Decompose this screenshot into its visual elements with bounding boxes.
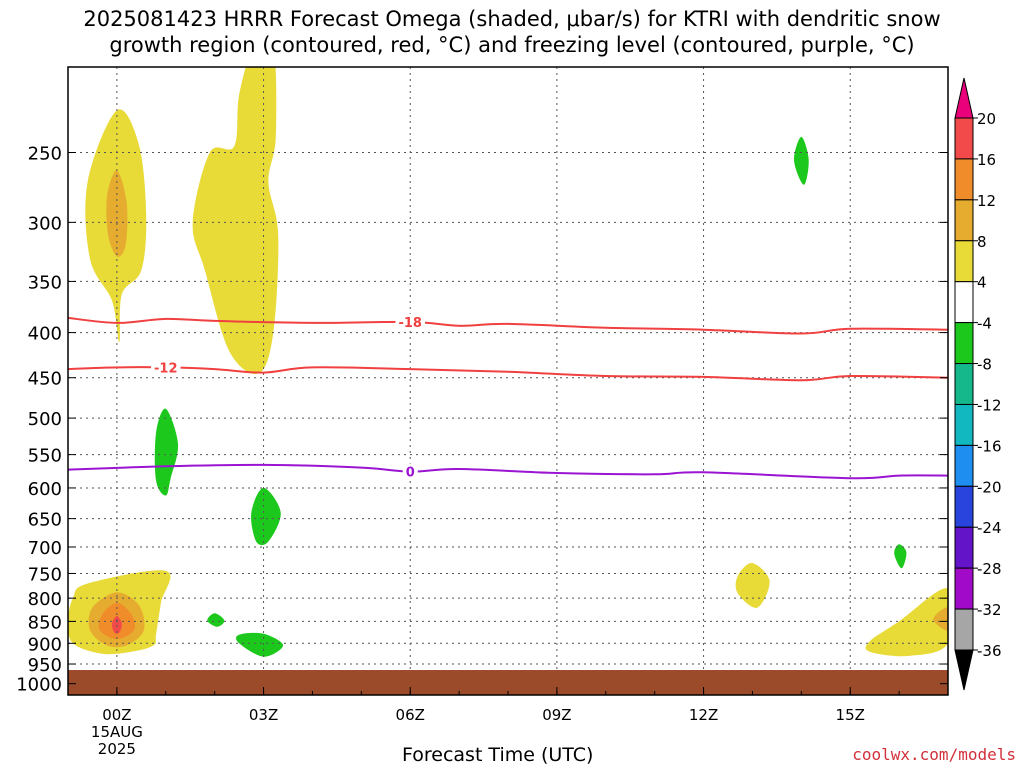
x-tick-label-15Z: 15Z	[836, 706, 865, 724]
y-tick-label-400: 400	[28, 324, 62, 345]
y-tick-label-300: 300	[28, 213, 62, 234]
colorbar-label-1: 16	[977, 151, 996, 169]
x-tick-sublabel-year: 2025	[98, 740, 136, 758]
colorbar-cell-3	[954, 240, 974, 283]
credit-text: coolwx.com/models	[852, 745, 1016, 764]
colorbar-label-3: 8	[977, 233, 987, 251]
x-axis-label: Forecast Time (UTC)	[402, 744, 594, 766]
omega-region-6	[111, 616, 122, 634]
y-tick-label-850: 850	[28, 612, 62, 633]
contour-label-bg-2	[402, 463, 418, 480]
chart-title: 2025081423 HRRR Forecast Omega (shaded, …	[0, 6, 1024, 58]
colorbar-cell-12	[954, 608, 974, 651]
colorbar-cell-2	[954, 199, 974, 242]
colorbar-label-8: -16	[977, 437, 1002, 455]
omega-region-13	[894, 544, 907, 569]
y-tick-label-250: 250	[28, 143, 62, 164]
y-axis-ticks: 2503003504004505005506006507007508008509…	[16, 143, 948, 696]
colorbar-label-4: 4	[977, 274, 987, 292]
ground-fill	[68, 670, 948, 695]
omega-region-15	[933, 607, 948, 631]
omega-region-8	[251, 487, 281, 546]
y-tick-label-350: 350	[28, 272, 62, 293]
contours: -18 -12 0	[68, 313, 948, 481]
plot-frame	[67, 66, 949, 696]
omega-regions	[68, 67, 948, 657]
omega-region-14	[865, 588, 948, 657]
contour-2	[68, 463, 948, 480]
omega-region-12	[793, 136, 809, 185]
colorbar-label-5: -4	[977, 315, 992, 333]
x-tick-label-03Z: 03Z	[249, 706, 278, 724]
colorbar-cell-9	[954, 485, 974, 528]
y-tick-label-700: 700	[28, 538, 62, 559]
omega-region-11	[735, 563, 770, 608]
colorbar-label-0: 20	[977, 110, 996, 128]
contour-label-2: 0	[406, 466, 415, 481]
contour-label-0: -18	[398, 316, 422, 331]
contour-label-bg-0	[395, 313, 425, 330]
colorbar-cell-7	[954, 403, 974, 446]
y-tick-label-450: 450	[28, 369, 62, 390]
colorbar-cell-8	[954, 444, 974, 487]
contour-1	[68, 366, 948, 382]
colorbar-label-10: -24	[977, 519, 1002, 537]
contour-0	[68, 316, 948, 335]
omega-region-7	[154, 408, 179, 496]
contour-label-bg-1	[151, 359, 181, 376]
colorbar-label-11: -28	[977, 560, 1002, 578]
y-tick-label-500: 500	[28, 409, 62, 430]
y-tick-label-800: 800	[28, 589, 62, 610]
colorbar-cell-11	[954, 567, 974, 610]
omega-region-9	[207, 613, 225, 627]
colorbar-cell-0	[954, 117, 974, 160]
y-tick-label-550: 550	[28, 446, 62, 467]
colorbar-label-12: -32	[977, 601, 1002, 619]
colorbar-bottom-arrow	[954, 649, 974, 691]
x-tick-sublabel-date: 15AUG	[91, 723, 143, 741]
colorbar-cell-5	[954, 322, 974, 365]
colorbar: 20 16 12 8 4 -4 -8 -12 -16 -20 -24 -28 -32 -36	[954, 77, 1002, 691]
colorbar-label-6: -8	[977, 356, 992, 374]
colorbar-label-7: -12	[977, 396, 1002, 414]
colorbar-top-arrow	[954, 77, 974, 119]
omega-region-1	[106, 170, 128, 257]
x-tick-label-06Z: 06Z	[396, 706, 425, 724]
y-tick-label-900: 900	[28, 634, 62, 655]
colorbar-label-13: -36	[977, 642, 1002, 660]
y-tick-label-650: 650	[28, 510, 62, 531]
x-tick-label-09Z: 09Z	[542, 706, 571, 724]
y-tick-label-950: 950	[28, 655, 62, 676]
x-tick-label-00Z: 00Z	[102, 706, 131, 724]
colorbar-cell-10	[954, 526, 974, 569]
x-tick-label-12Z: 12Z	[689, 706, 718, 724]
colorbar-cell-6	[954, 363, 974, 405]
title-line-2: growth region (contoured, red, °C) and f…	[109, 33, 915, 57]
colorbar-cell-4	[954, 281, 974, 324]
grid	[68, 67, 948, 695]
omega-region-10	[236, 632, 284, 657]
y-tick-label-600: 600	[28, 479, 62, 500]
colorbar-label-9: -20	[977, 478, 1002, 496]
colorbar-cell-1	[954, 158, 974, 201]
ground	[68, 670, 948, 695]
contour-label-1: -12	[154, 361, 178, 376]
colorbar-label-2: 12	[977, 192, 996, 210]
y-tick-label-750: 750	[28, 564, 62, 585]
y-tick-label-1000: 1000	[16, 675, 62, 696]
title-line-1: 2025081423 HRRR Forecast Omega (shaded, …	[83, 7, 941, 31]
omega-region-2	[192, 67, 279, 375]
